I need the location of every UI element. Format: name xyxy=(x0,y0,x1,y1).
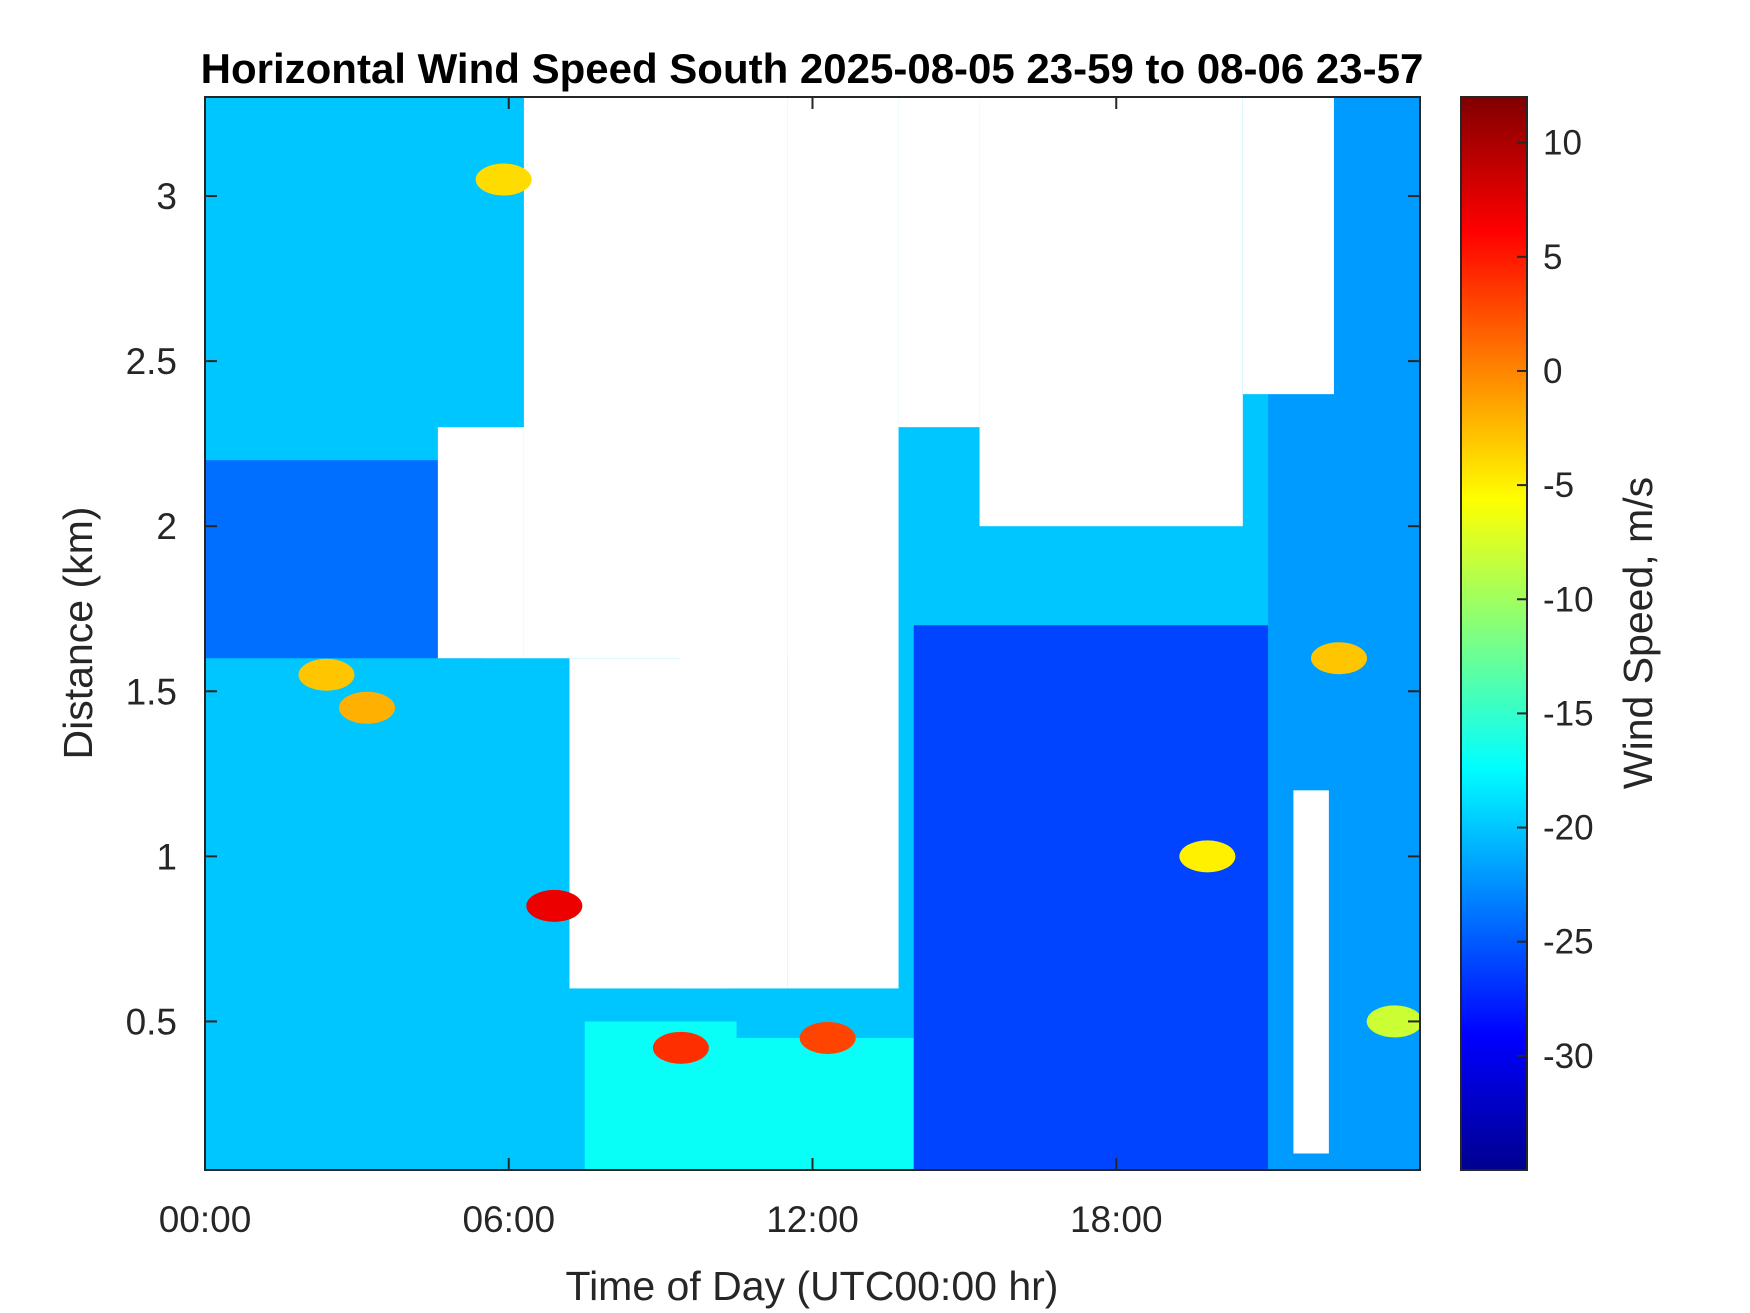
missing-data-region-6 xyxy=(1242,97,1334,395)
colorbar-tick-label: -10 xyxy=(1543,580,1594,619)
x-axis-label: Time of Day (UTC00:00 hr) xyxy=(566,1263,1059,1309)
y-tick-label: 1.5 xyxy=(126,671,177,712)
colorbar-tick-label: -30 xyxy=(1543,1037,1594,1076)
y-tick-label: 2.5 xyxy=(126,341,177,382)
missing-data-region-2 xyxy=(680,97,788,989)
missing-data-region-4 xyxy=(898,97,980,428)
missing-data-region-3 xyxy=(787,97,899,989)
x-tick-label: 12:00 xyxy=(766,1199,859,1240)
y-tick-label: 0.5 xyxy=(126,1001,177,1042)
colorbar-tick-label: -15 xyxy=(1543,694,1594,733)
heatmap-region-4 xyxy=(913,625,1269,1170)
wind-feature-6 xyxy=(1311,642,1367,675)
colorbar-tick-label: 0 xyxy=(1543,352,1562,391)
y-tick-label: 3 xyxy=(156,176,177,217)
wind-feature-2 xyxy=(799,1021,856,1054)
missing-data-region-5 xyxy=(979,97,1243,527)
y-tick-label: 1 xyxy=(156,836,177,877)
wind-feature-3 xyxy=(339,691,395,724)
y-tick-label: 2 xyxy=(156,506,177,547)
x-tick-label: 06:00 xyxy=(462,1199,555,1240)
heatmap xyxy=(205,97,1420,1170)
colorbar-label: Wind Speed, m/s xyxy=(1615,477,1661,789)
missing-data-region-7 xyxy=(437,427,524,659)
colorbar-tick-label: 5 xyxy=(1543,238,1562,277)
colorbar-tick-label: -20 xyxy=(1543,809,1594,848)
wind-feature-4 xyxy=(298,658,355,691)
x-tick-label: 18:00 xyxy=(1070,1199,1163,1240)
colorbar xyxy=(1460,96,1528,1171)
heatmap-region-3 xyxy=(736,1037,914,1170)
missing-data-region-8 xyxy=(1293,790,1329,1154)
wind-feature-7 xyxy=(1179,840,1236,873)
heatmap-region-1 xyxy=(205,460,484,659)
x-tick-label: 00:00 xyxy=(159,1199,252,1240)
wind-feature-8 xyxy=(1366,1005,1420,1038)
wind-feature-5 xyxy=(475,163,532,196)
chart-title: Horizontal Wind Speed South 2025-08-05 2… xyxy=(201,45,1424,92)
y-axis-label: Distance (km) xyxy=(55,507,101,760)
y-axis: 0.5 1 1.5 2 2.5 3 xyxy=(126,176,1420,1042)
colorbar-tick-label: -25 xyxy=(1543,923,1594,962)
colorbar-ticks: 10 5 0 -5 -10 -15 -20 -25 -30 xyxy=(1517,124,1594,1076)
wind-feature-0 xyxy=(526,889,583,922)
colorbar-tick-label: -5 xyxy=(1543,466,1574,505)
colorbar-tick-label: 10 xyxy=(1543,124,1582,163)
x-axis: 00:00 06:00 12:00 18:00 xyxy=(159,97,1163,1240)
wind-feature-1 xyxy=(652,1031,709,1064)
